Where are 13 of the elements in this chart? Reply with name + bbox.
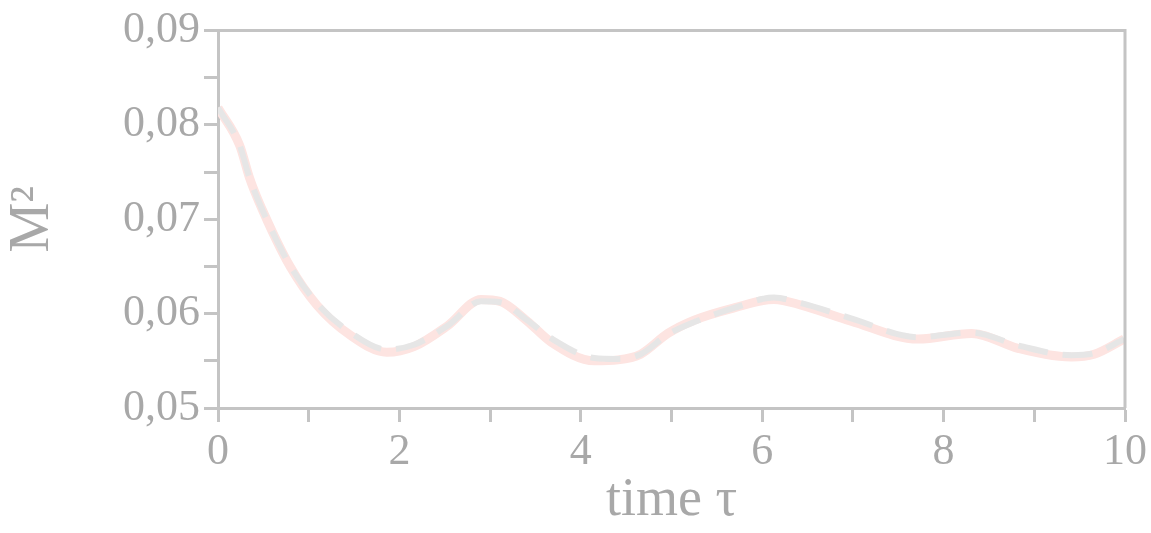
x-tick-label: 0: [207, 424, 229, 474]
x-axis-title: time τ: [605, 466, 738, 527]
y-tick-label: 0,05: [123, 380, 200, 430]
x-tick-label: 8: [932, 424, 955, 474]
y-tick-label: 0,08: [123, 97, 200, 147]
y-tick-label: 0,09: [123, 2, 200, 52]
x-tick-label: 10: [1103, 424, 1147, 474]
y-axis-title: M²: [0, 185, 61, 253]
x-tick-label: 6: [751, 424, 774, 474]
x-tick-label: 2: [388, 424, 411, 474]
x-tick-label: 4: [569, 424, 592, 474]
y-tick-label: 0,07: [123, 191, 200, 241]
y-tick-label: 0,06: [123, 286, 200, 336]
